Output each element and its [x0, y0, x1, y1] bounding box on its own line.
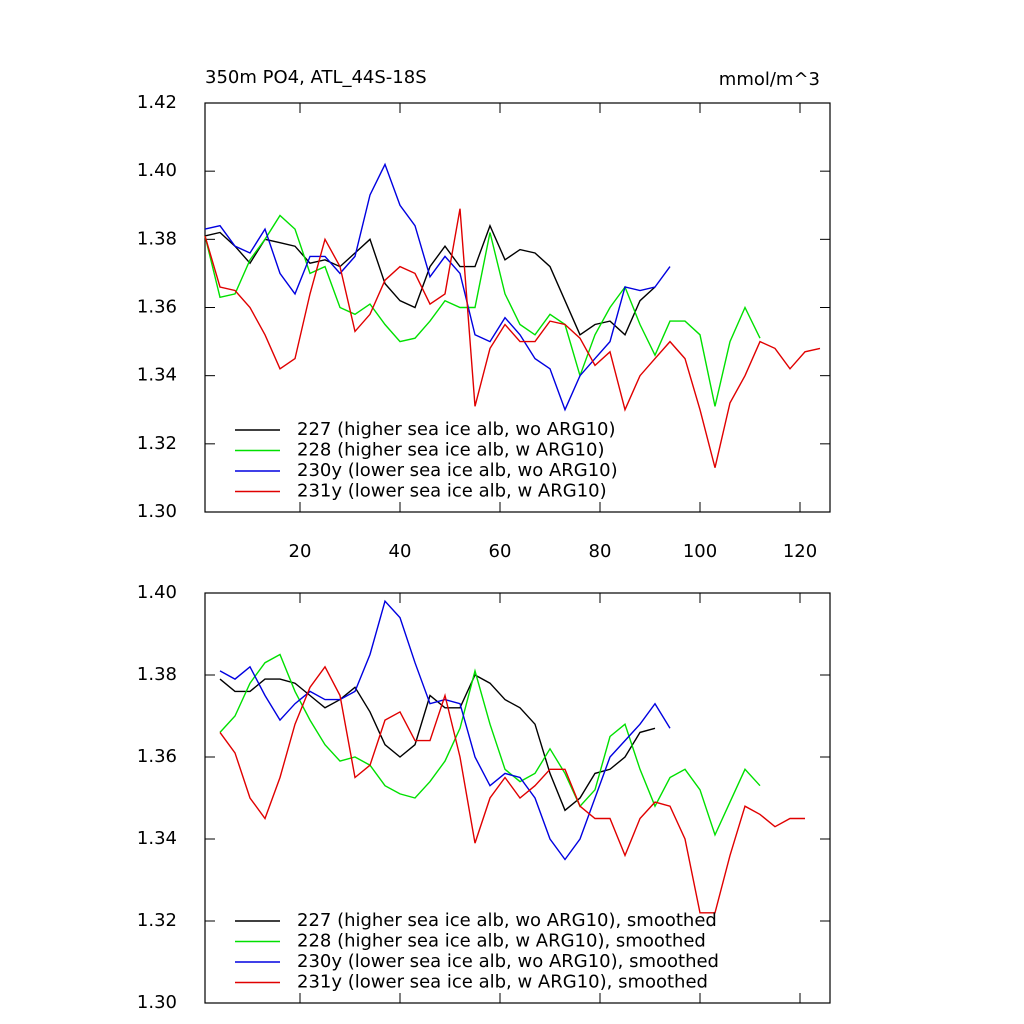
legend-label: 231y (lower sea ice alb, w ARG10)	[297, 481, 607, 502]
y-tick-label: 1.36	[137, 746, 177, 767]
y-tick-label: 1.34	[137, 365, 177, 386]
y-tick-label: 1.34	[137, 828, 177, 849]
chart-title: 350m PO4, ATL_44S-18S	[205, 67, 427, 88]
x-tick-label: 40	[389, 541, 412, 562]
legend-label: 228 (higher sea ice alb, w ARG10)	[297, 440, 604, 461]
x-tick-label: 80	[589, 541, 612, 562]
y-tick-label: 1.38	[137, 228, 177, 249]
y-tick-label: 1.36	[137, 297, 177, 318]
y-tick-label: 1.40	[137, 160, 177, 181]
x-tick-label: 60	[489, 541, 512, 562]
y-tick-label: 1.30	[137, 501, 177, 522]
y-tick-label: 1.30	[137, 992, 177, 1013]
data-line	[204, 214, 761, 407]
legend-label: 231y (lower sea ice alb, w ARG10), smoot…	[297, 972, 708, 993]
y-tick-label: 1.40	[137, 582, 177, 603]
y-tick-label: 1.38	[137, 664, 177, 685]
data-line	[219, 665, 805, 914]
x-tick-label: 20	[289, 541, 312, 562]
x-tick-label: 120	[783, 541, 817, 562]
y-tick-label: 1.32	[137, 433, 177, 454]
data-line	[219, 674, 656, 812]
data-line	[204, 208, 821, 468]
legend-label: 227 (higher sea ice alb, wo ARG10)	[297, 419, 616, 440]
legend-label: 227 (higher sea ice alb, wo ARG10), smoo…	[297, 910, 717, 931]
legend-label: 228 (higher sea ice alb, w ARG10), smoot…	[297, 931, 706, 952]
plot-frame	[204, 592, 831, 1004]
y-tick-label: 1.42	[137, 92, 177, 113]
data-line	[219, 653, 761, 837]
legend-label: 230y (lower sea ice alb, wo ARG10), smoo…	[297, 951, 719, 972]
data-line	[204, 223, 656, 336]
data-line	[219, 599, 671, 861]
legend-label: 230y (lower sea ice alb, wo ARG10)	[297, 460, 618, 481]
data-line	[204, 162, 671, 412]
units-label: mmol/m^3	[719, 69, 820, 90]
y-tick-label: 1.32	[137, 910, 177, 931]
x-tick-label: 100	[683, 541, 717, 562]
